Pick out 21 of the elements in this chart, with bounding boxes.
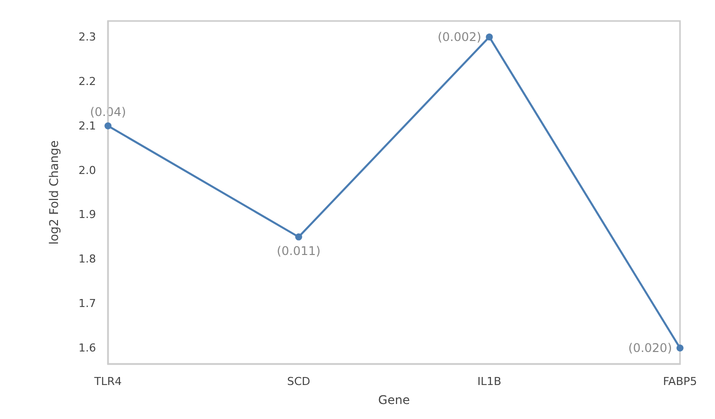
x-tick-label: FABP5	[662, 375, 698, 388]
y-tick-label: 1.8	[78, 252, 96, 266]
y-axis-title: log2 Fold Change	[47, 140, 61, 245]
y-tick-label: 2.1	[78, 119, 96, 132]
y-tick-label: 2.3	[78, 30, 96, 44]
annotation: (0.020)	[628, 341, 672, 356]
y-tick-label: 2.2	[78, 74, 96, 88]
y-tick-label: 2.0	[78, 164, 96, 177]
y-tick-label: 1.6	[78, 342, 96, 355]
point	[295, 233, 302, 240]
annotation: (0.011)	[276, 244, 321, 258]
point	[486, 33, 493, 40]
x-tick-label: IL1B	[477, 375, 502, 388]
x-tick-label: SCD	[287, 375, 310, 388]
point	[676, 344, 684, 352]
point	[104, 122, 112, 130]
y-tick-label: 1.7	[78, 297, 96, 310]
annotation: (0.002)	[438, 30, 482, 44]
y-tick-label: 1.9	[78, 208, 96, 222]
x-tick-label: TLR4	[93, 375, 122, 388]
x-axis-title: Gene	[378, 393, 410, 407]
